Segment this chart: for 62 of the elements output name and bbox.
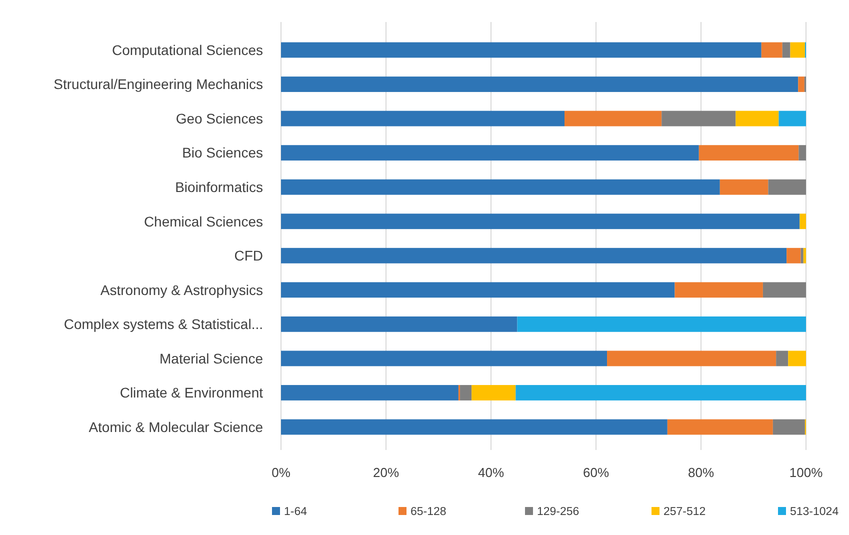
- bar: [564, 110, 662, 126]
- bar: [768, 179, 806, 195]
- y-tick-label: Bio Sciences: [182, 144, 263, 161]
- legend-label: 129-256: [537, 506, 580, 518]
- bar: [281, 214, 800, 230]
- bar: [667, 419, 773, 435]
- bar: [736, 110, 779, 126]
- bar: [281, 179, 720, 195]
- bar: [772, 419, 805, 435]
- y-tick-label: Complex systems & Statistical...: [64, 316, 263, 332]
- bar: [281, 248, 787, 264]
- x-tick-label: 0%: [272, 465, 291, 480]
- bar: [281, 419, 668, 435]
- y-tick-label: Atomic & Molecular Science: [88, 418, 264, 435]
- bar: [281, 385, 458, 400]
- bar: [472, 385, 516, 400]
- bar: [782, 42, 790, 58]
- bar: [778, 110, 806, 126]
- y-tick-label: Astronomy & Astrophysics: [100, 282, 263, 298]
- bar: [516, 385, 806, 400]
- bar: [662, 110, 736, 126]
- x-tick-label: 60%: [582, 465, 610, 480]
- bar: [281, 350, 608, 366]
- x-tick-label: 40%: [478, 465, 504, 480]
- y-tick-label: CFD: [234, 248, 263, 264]
- y-tick-label: Chemical Sciences: [144, 213, 263, 230]
- bar: [786, 248, 801, 264]
- bar: [281, 282, 675, 298]
- bar: [281, 42, 762, 58]
- bar: [798, 145, 806, 161]
- bar: [790, 42, 805, 58]
- bar: [762, 282, 806, 298]
- bar: [798, 76, 804, 92]
- bar: [800, 248, 804, 264]
- y-tick-label: Computational Sciences: [112, 42, 263, 58]
- bar: [281, 110, 564, 126]
- legend-label: 513-1024: [790, 506, 840, 518]
- bar: [776, 350, 788, 366]
- bar: [720, 179, 768, 195]
- legend-label: 65-128: [410, 506, 446, 518]
- y-tick-label: Structural/Engineering Mechanics: [54, 76, 263, 92]
- bar: [460, 385, 472, 400]
- y-tick-label: Bioinformatics: [175, 178, 263, 195]
- bar: [761, 42, 782, 58]
- bar: [803, 248, 806, 264]
- legend-label: 1-64: [284, 506, 308, 518]
- bar: [788, 350, 806, 366]
- bar: [607, 350, 776, 366]
- bar: [281, 316, 518, 332]
- bar: [800, 214, 806, 230]
- y-tick-label: Geo Sciences: [176, 110, 263, 126]
- bar: [698, 145, 799, 161]
- x-tick-label: 20%: [372, 465, 400, 480]
- bar: [674, 282, 763, 298]
- bar: [281, 76, 798, 92]
- bar: [517, 316, 806, 332]
- bar: [281, 145, 699, 161]
- y-tick-label: Material Science: [160, 350, 264, 366]
- legend-label: 257-512: [664, 506, 706, 518]
- x-tick-label: 80%: [688, 465, 714, 480]
- y-tick-label: Climate & Environment: [120, 384, 264, 401]
- x-tick-label: 100%: [789, 465, 824, 480]
